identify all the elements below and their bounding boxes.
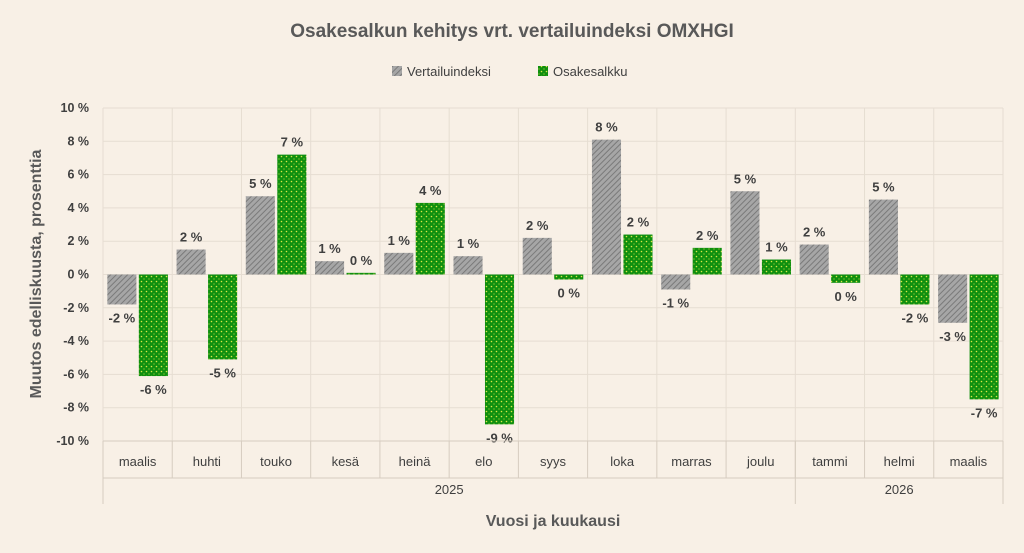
y-tick-label: 0 % [67, 268, 89, 282]
data-label-osakesalkku: 4 % [419, 183, 442, 198]
category-label: heinä [399, 454, 432, 469]
category-label: tammi [812, 454, 848, 469]
category-label: kesä [332, 454, 360, 469]
category-label: joulu [746, 454, 774, 469]
y-tick-label: 10 % [61, 101, 90, 115]
data-label-osakesalkku: 0 % [834, 289, 857, 304]
data-label-vertailuindeksi: 1 % [388, 233, 411, 248]
bar-osakesalkku [208, 274, 238, 360]
y-tick-label: -8 % [63, 401, 89, 415]
data-label-vertailuindeksi: 1 % [318, 241, 341, 256]
data-label-vertailuindeksi: 2 % [526, 218, 549, 233]
x-axis: maalis huhti touko kesä heinä elo syys loka marr… [102, 440, 1004, 504]
data-label-osakesalkku: 1 % [765, 240, 788, 255]
bar-vertailuindeksi [661, 274, 691, 290]
legend: Vertailuindeksi Osakesalkku [392, 64, 627, 79]
legend-label-vertailuindeksi: Vertailuindeksi [407, 64, 491, 79]
bar-osakesalkku [831, 274, 861, 283]
bar-osakesalkku [692, 247, 722, 275]
bar-vertailuindeksi [868, 199, 898, 275]
y-axis-title: Muutos edelliskuusta, prosenttia [28, 149, 45, 398]
bar-vertailuindeksi [315, 261, 345, 275]
data-label-vertailuindeksi: 2 % [180, 230, 203, 245]
data-label-vertailuindeksi: -3 % [939, 329, 966, 344]
data-label-osakesalkku: 0 % [558, 285, 581, 300]
bar-vertailuindeksi [176, 249, 206, 275]
data-label-osakesalkku: 2 % [627, 215, 650, 230]
bar-vertailuindeksi [591, 139, 622, 275]
data-label-osakesalkku: 7 % [281, 135, 304, 150]
data-label-osakesalkku: -9 % [486, 430, 513, 445]
data-label-vertailuindeksi: 5 % [734, 171, 757, 186]
gridlines [102, 107, 1004, 442]
data-label-vertailuindeksi: 1 % [457, 236, 480, 251]
data-label-vertailuindeksi: 2 % [803, 225, 826, 240]
category-label: syys [540, 454, 567, 469]
y-tick-label: 2 % [67, 234, 89, 248]
bar-vertailuindeksi [730, 191, 760, 275]
bar-osakesalkku [138, 274, 168, 377]
category-label: maalis [950, 454, 988, 469]
bar-vertailuindeksi [384, 252, 414, 275]
data-label-osakesalkku: -2 % [902, 310, 929, 325]
bar-osakesalkku [900, 274, 930, 305]
category-label: helmi [884, 454, 915, 469]
bar-vertailuindeksi [799, 244, 829, 275]
y-tick-label: 4 % [67, 201, 89, 215]
data-label-vertailuindeksi: -2 % [108, 310, 135, 325]
bars [107, 139, 999, 425]
data-label-osakesalkku: -7 % [971, 405, 998, 420]
data-labels: -2 % 2 % 5 % 1 % 1 % 1 % 2 % 8 % -1 % 5 % 2 % 5 % -3… [108, 120, 997, 446]
data-label-osakesalkku: 2 % [696, 228, 719, 243]
category-label: maalis [119, 454, 157, 469]
data-label-osakesalkku: -6 % [140, 382, 167, 397]
bar-osakesalkku [277, 154, 307, 275]
year-label: 2026 [885, 482, 914, 497]
chart-title: Osakesalkun kehitys vrt. vertailuindeksi… [290, 21, 734, 42]
category-label: marras [671, 454, 712, 469]
bar-osakesalkku [415, 202, 445, 275]
y-tick-label: 8 % [67, 134, 89, 148]
x-axis-title: Vuosi ja kuukausi [486, 513, 621, 530]
bar-osakesalkku [484, 274, 515, 425]
y-tick-label: -4 % [63, 334, 89, 348]
category-label: huhti [193, 454, 221, 469]
bar-vertailuindeksi [107, 274, 137, 305]
bar-osakesalkku [623, 234, 653, 275]
y-tick-labels: 10 % 8 % 6 % 4 % 2 % 0 % -2 % -4 % -6 % -8 % -10 % [56, 101, 89, 448]
data-label-vertailuindeksi: 5 % [249, 176, 272, 191]
legend-swatch-osakesalkku [538, 66, 548, 76]
y-tick-label: -10 % [56, 434, 89, 448]
bar-vertailuindeksi [522, 237, 552, 275]
bar-osakesalkku [554, 274, 584, 280]
bar-osakesalkku [761, 259, 791, 275]
category-label: touko [260, 454, 292, 469]
legend-label-osakesalkku: Osakesalkku [553, 64, 627, 79]
year-label: 2025 [435, 482, 464, 497]
category-label: loka [610, 454, 635, 469]
y-tick-label: -2 % [63, 301, 89, 315]
bar-osakesalkku [346, 272, 376, 275]
category-label: elo [475, 454, 492, 469]
legend-swatch-vertailuindeksi [392, 66, 402, 76]
data-label-vertailuindeksi: 8 % [595, 120, 618, 135]
bar-osakesalkku [969, 274, 999, 400]
y-tick-label: 6 % [67, 168, 89, 182]
bar-vertailuindeksi [453, 256, 483, 275]
data-label-osakesalkku: 0 % [350, 253, 373, 268]
bar-vertailuindeksi [245, 196, 275, 275]
bar-vertailuindeksi [938, 274, 968, 323]
y-tick-label: -6 % [63, 367, 89, 381]
data-label-vertailuindeksi: -1 % [662, 295, 689, 310]
data-label-osakesalkku: -5 % [209, 365, 236, 380]
data-label-vertailuindeksi: 5 % [872, 180, 895, 195]
